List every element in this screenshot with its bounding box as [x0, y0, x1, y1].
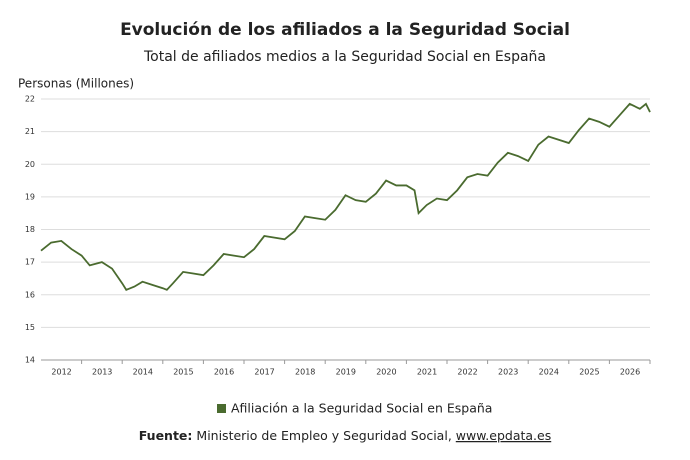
x-tick-label: 2022	[457, 368, 477, 377]
x-tick-label: 2021	[417, 368, 437, 377]
source-link[interactable]: www.epdata.es	[456, 428, 551, 443]
x-tick-label: 2016	[214, 368, 234, 377]
x-tick-label: 2012	[51, 368, 71, 377]
source-label: Fuente:	[139, 428, 193, 443]
chart-title: Evolución de los afiliados a la Segurida…	[120, 20, 570, 40]
y-axis-label: Personas (Millones)	[18, 77, 134, 91]
y-tick-label: 15	[25, 323, 35, 332]
x-tick-label: 2024	[539, 368, 559, 377]
x-tick-label: 2017	[254, 368, 274, 377]
x-tick-label: 2013	[92, 368, 112, 377]
y-tick-label: 18	[25, 225, 35, 234]
x-tick-label: 2026	[620, 368, 640, 377]
legend-swatch	[217, 404, 226, 413]
x-tick-label: 2018	[295, 368, 315, 377]
y-tick-label: 16	[25, 290, 35, 299]
x-tick-label: 2025	[579, 368, 599, 377]
source: Fuente: Ministerio de Empleo y Seguridad…	[139, 428, 551, 443]
y-tick-label: 20	[25, 160, 35, 169]
source-text: Ministerio de Empleo y Seguridad Social,	[196, 428, 451, 443]
y-tick-label: 14	[25, 356, 35, 365]
x-tick-label: 2023	[498, 368, 518, 377]
y-tick-label: 21	[25, 127, 35, 136]
x-tick-label: 2014	[133, 368, 153, 377]
data-line	[40, 102, 651, 291]
x-tick-label: 2015	[173, 368, 193, 377]
chart-subtitle: Total de afiliados medios a la Seguridad…	[143, 49, 546, 65]
legend-label: Afiliación a la Seguridad Social en Espa…	[231, 401, 492, 416]
x-tick-label: 2019	[336, 368, 356, 377]
y-tick-label: 22	[25, 95, 35, 104]
x-tick-label: 2020	[376, 368, 396, 377]
y-tick-label: 19	[25, 192, 35, 201]
y-tick-label: 17	[25, 258, 35, 267]
